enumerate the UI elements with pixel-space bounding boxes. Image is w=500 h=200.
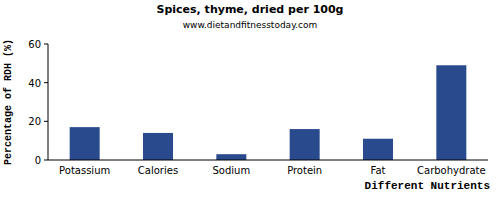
bar [436,65,466,160]
bar [143,133,173,160]
chart: Spices, thyme, dried per 100g www.dietand… [0,0,500,200]
bar [216,154,246,160]
y-axis [48,44,49,160]
y-tick-label: 60 [28,39,41,50]
y-tick-label: 40 [28,78,41,89]
x-tick-label: Carbohydrate [417,165,486,176]
x-axis-label: Different Nutrients [365,180,490,192]
x-tick-label: Fat [371,165,386,176]
x-axis [48,160,488,161]
y-tick-label: 20 [28,116,41,127]
y-axis-label: Percentage of RDH (%) [3,39,14,165]
y-tick [44,82,48,83]
y-tick-label: 0 [35,155,41,166]
bar [70,127,100,160]
bar [363,139,393,160]
y-tick [44,121,48,122]
y-tick [44,160,48,161]
x-tick-label: Calories [138,165,178,176]
title: Spices, thyme, dried per 100g [157,3,344,16]
x-tick-label: Sodium [212,165,250,176]
bar [290,129,320,160]
x-tick-label: Potassium [59,165,110,176]
y-tick [44,44,48,45]
bars [70,65,467,160]
x-tick-label: Protein [287,165,322,176]
subtitle: www.dietandfitnesstoday.com [183,20,318,30]
